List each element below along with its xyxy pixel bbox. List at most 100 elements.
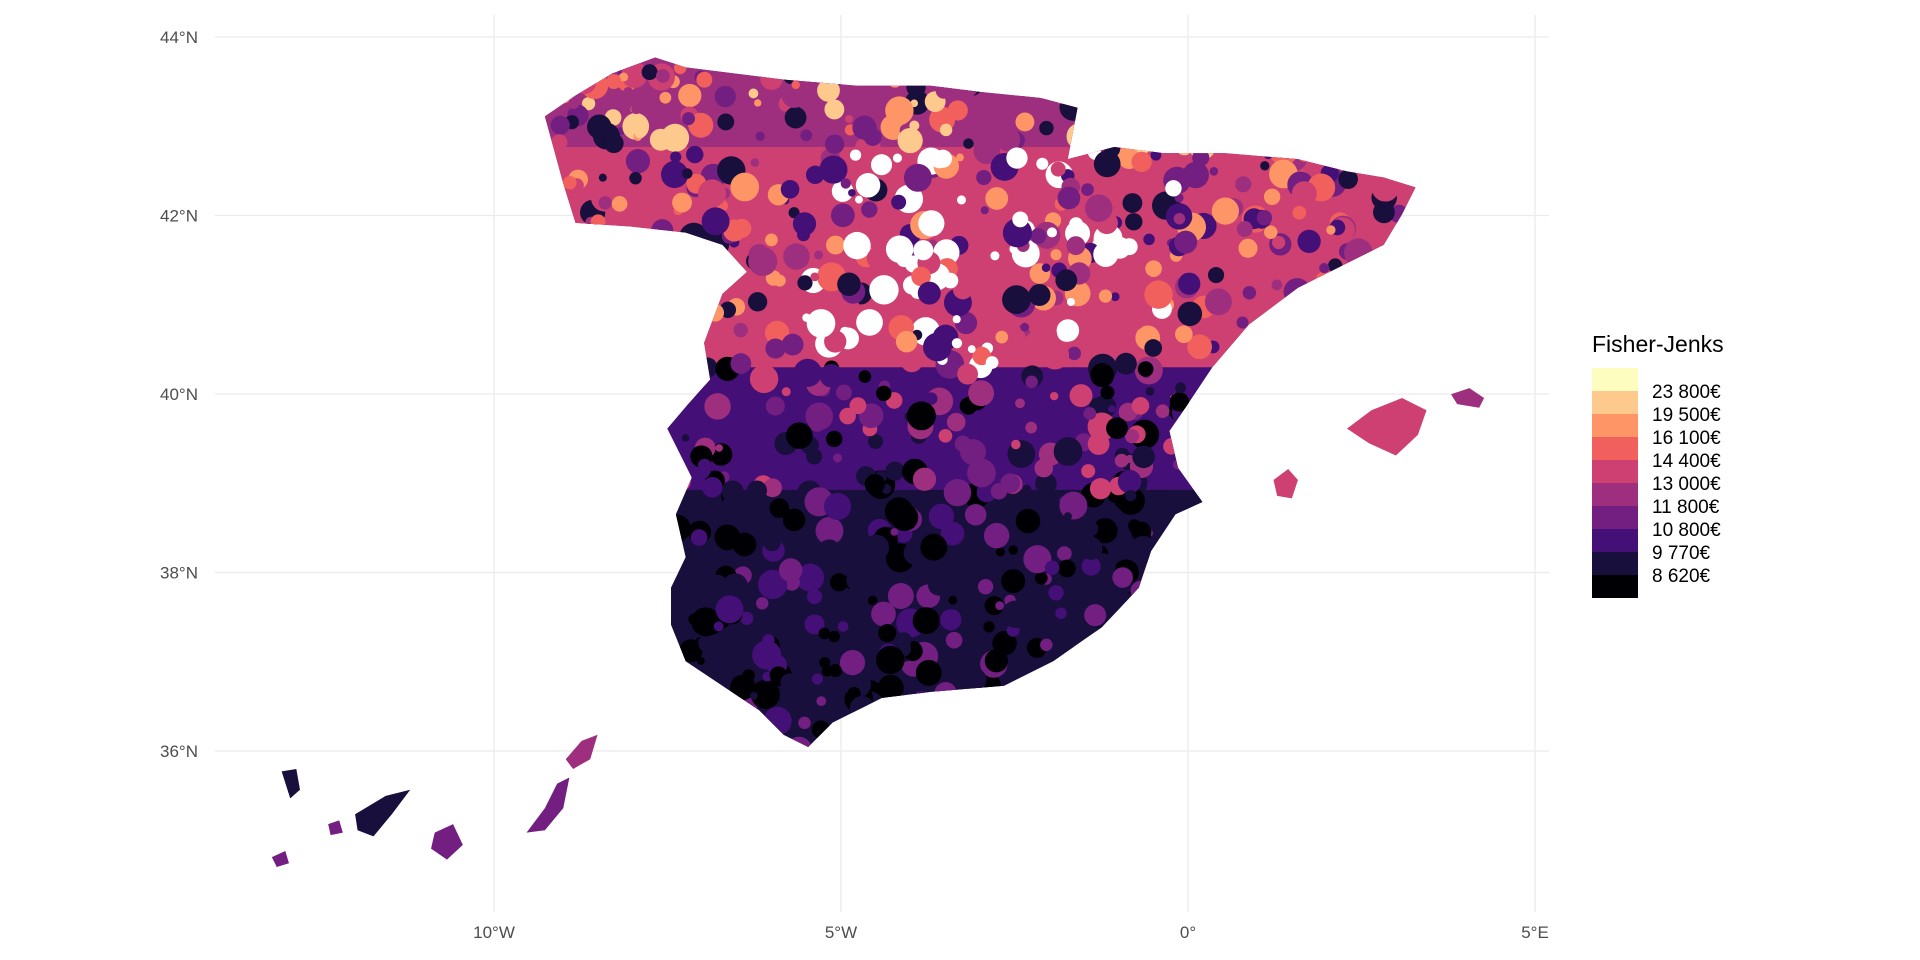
municipality — [817, 79, 840, 102]
municipality — [648, 248, 664, 265]
municipality — [877, 674, 904, 701]
municipality — [933, 149, 953, 168]
municipality — [952, 662, 964, 674]
municipality — [871, 601, 896, 627]
municipality — [654, 644, 667, 658]
municipality — [1001, 569, 1026, 594]
municipality — [610, 243, 633, 267]
municipality — [1390, 537, 1413, 560]
municipality — [545, 384, 569, 408]
municipality — [1408, 387, 1416, 403]
municipality — [1142, 76, 1166, 99]
municipality — [676, 57, 685, 62]
municipality — [629, 537, 639, 547]
municipality — [698, 633, 717, 653]
municipality — [648, 523, 658, 534]
municipality — [1209, 167, 1219, 176]
municipality — [1233, 740, 1243, 747]
municipality — [1247, 356, 1256, 364]
municipality — [1406, 94, 1416, 111]
municipality — [670, 151, 682, 163]
municipality — [614, 654, 644, 684]
municipality — [637, 283, 647, 293]
municipality — [1373, 201, 1395, 224]
municipality — [849, 397, 867, 415]
municipality — [1212, 704, 1234, 727]
municipality — [962, 63, 976, 77]
municipality — [1345, 567, 1369, 592]
municipality — [846, 568, 871, 593]
municipality — [1059, 93, 1088, 121]
municipality — [579, 417, 608, 446]
municipality — [1283, 332, 1293, 342]
municipality — [810, 272, 820, 282]
municipality — [580, 538, 601, 559]
municipality — [829, 573, 849, 592]
municipality — [624, 529, 653, 559]
municipality — [1276, 61, 1298, 83]
municipality — [560, 693, 570, 704]
legend-swatch — [1592, 414, 1638, 437]
municipality — [1362, 105, 1373, 116]
municipality — [1271, 692, 1301, 722]
municipality — [544, 714, 560, 737]
municipality — [629, 419, 644, 434]
municipality — [621, 692, 641, 712]
municipality — [1085, 79, 1100, 94]
municipality — [730, 353, 752, 374]
municipality — [628, 477, 648, 498]
municipality — [1053, 645, 1082, 674]
municipality — [1298, 355, 1314, 371]
municipality — [1015, 398, 1025, 409]
municipality — [1079, 536, 1103, 560]
municipality — [1301, 377, 1310, 386]
municipality — [924, 392, 938, 405]
municipality — [887, 582, 914, 609]
municipality — [828, 630, 841, 643]
municipality — [1236, 221, 1253, 237]
municipality — [603, 255, 625, 277]
municipality — [1081, 520, 1099, 537]
municipality — [1256, 62, 1274, 80]
municipality — [932, 746, 952, 747]
municipality — [1155, 404, 1170, 419]
municipality — [868, 433, 883, 449]
municipality — [1123, 74, 1150, 102]
municipality — [867, 595, 878, 606]
municipality — [1229, 509, 1243, 523]
municipality — [953, 72, 979, 98]
municipality — [706, 574, 728, 596]
municipality — [946, 412, 966, 432]
municipality — [754, 99, 762, 107]
municipality — [1411, 464, 1416, 474]
municipality — [1100, 59, 1123, 82]
municipality — [547, 226, 564, 242]
municipality — [1066, 122, 1094, 150]
municipality — [1098, 289, 1113, 303]
municipality — [714, 524, 741, 551]
municipality — [544, 722, 556, 747]
municipality — [580, 303, 606, 328]
municipality — [590, 630, 604, 644]
municipality — [1131, 151, 1152, 173]
municipality — [1366, 74, 1390, 98]
municipality — [1142, 634, 1165, 657]
municipality — [1226, 57, 1256, 72]
municipality — [701, 207, 730, 236]
municipality — [985, 356, 999, 369]
municipality — [1002, 285, 1031, 314]
municipality — [1083, 407, 1097, 420]
municipality — [1356, 672, 1381, 697]
municipality — [960, 737, 979, 747]
municipality — [934, 682, 957, 705]
municipality — [763, 706, 792, 736]
municipality — [1120, 671, 1141, 692]
municipality — [900, 350, 923, 373]
municipality — [1258, 507, 1271, 520]
municipality — [1303, 522, 1318, 537]
municipality — [1382, 65, 1401, 83]
municipality — [573, 71, 597, 95]
municipality — [696, 71, 713, 88]
municipality — [1184, 57, 1200, 72]
municipality — [995, 547, 1005, 557]
